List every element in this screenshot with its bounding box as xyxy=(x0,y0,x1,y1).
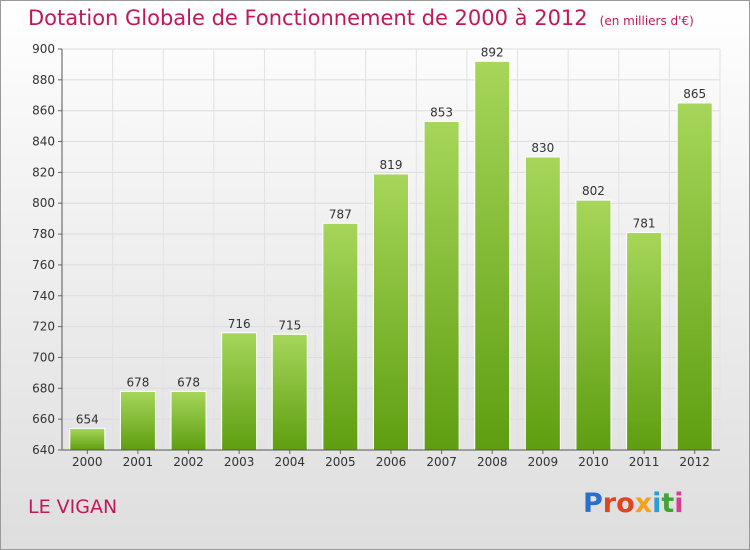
logo-letter: o xyxy=(616,488,635,519)
y-tick-label: 760 xyxy=(32,258,55,272)
logo-letter: x xyxy=(634,488,653,519)
data-label-2004: 715 xyxy=(278,318,301,332)
bars: 654 678 678 716 715 787 819 853 892 830 802 781 865 xyxy=(69,45,713,451)
bar-2005 xyxy=(322,222,359,451)
bar-2004 xyxy=(271,333,308,451)
logo-letter: t xyxy=(661,488,675,519)
bar-2001 xyxy=(119,390,156,451)
y-tick-label: 880 xyxy=(32,73,55,87)
y-tick-label: 680 xyxy=(32,381,55,395)
x-tick-label-2011: 2011 xyxy=(629,455,660,469)
data-label-2005: 787 xyxy=(329,207,352,221)
data-label-2009: 830 xyxy=(531,141,554,155)
y-tick-label: 820 xyxy=(32,165,55,179)
x-tick-label-2003: 2003 xyxy=(224,455,255,469)
logo-letter: P xyxy=(583,488,603,519)
y-tick-label: 860 xyxy=(32,104,55,118)
chart-title: Dotation Globale de Fonctionnement de 20… xyxy=(28,6,694,30)
data-label-2007: 853 xyxy=(430,105,453,119)
bar-2006 xyxy=(373,173,409,451)
y-tick-label: 660 xyxy=(32,412,55,426)
y-tick-label: 800 xyxy=(32,196,55,210)
bar-2011 xyxy=(626,232,663,451)
data-label-2012: 865 xyxy=(683,87,706,101)
data-label-2006: 819 xyxy=(380,158,403,172)
x-tick-label-2008: 2008 xyxy=(477,455,508,469)
data-label-2011: 781 xyxy=(633,217,656,231)
town-name: LE VIGAN xyxy=(28,496,118,518)
x-tick-label-2006: 2006 xyxy=(376,455,407,469)
bar-2000 xyxy=(69,427,106,451)
logo-letter: r xyxy=(602,488,617,519)
y-tick-label: 740 xyxy=(32,289,55,303)
data-label-2010: 802 xyxy=(582,184,605,198)
data-label-2008: 892 xyxy=(481,45,504,59)
data-label-2000: 654 xyxy=(76,412,99,426)
x-tick-label-2001: 2001 xyxy=(123,455,154,469)
bar-2010 xyxy=(575,199,612,451)
bar-2003 xyxy=(221,332,258,451)
logo-letter: i xyxy=(652,488,662,519)
axes: 640 660 680 700 720 740 760 780 800 820 840 860 880 9… xyxy=(32,42,720,469)
y-tick-label: 640 xyxy=(32,443,55,457)
x-tick-label-2010: 2010 xyxy=(578,455,609,469)
y-tick-label: 720 xyxy=(32,320,55,334)
y-tick-label: 900 xyxy=(32,42,55,56)
bar-2008 xyxy=(474,60,511,451)
x-tick-label-2000: 2000 xyxy=(72,455,103,469)
x-tick-label-2009: 2009 xyxy=(528,455,559,469)
y-tick-label: 700 xyxy=(32,350,55,364)
x-tick-label-2007: 2007 xyxy=(426,455,457,469)
bar-2002 xyxy=(170,390,207,451)
x-tick-label-2012: 2012 xyxy=(679,455,710,469)
logo-letter: i xyxy=(674,488,684,519)
bar-2007 xyxy=(423,120,460,451)
data-label-2002: 678 xyxy=(177,375,200,389)
bar-2012 xyxy=(676,102,713,451)
x-tick-label-2002: 2002 xyxy=(173,455,204,469)
proxiti-logo[interactable]: Proxiti xyxy=(583,488,684,519)
y-tick-label: 840 xyxy=(32,135,55,149)
x-tick-label-2005: 2005 xyxy=(325,455,356,469)
data-label-2001: 678 xyxy=(126,375,149,389)
bar-2009 xyxy=(524,156,561,451)
y-tick-label: 780 xyxy=(32,227,55,241)
x-tick-label-2004: 2004 xyxy=(274,455,305,469)
chart-subtitle: (en milliers d'€) xyxy=(599,14,694,28)
chart-title-text: Dotation Globale de Fonctionnement de 20… xyxy=(28,6,588,30)
data-label-2003: 716 xyxy=(228,317,251,331)
